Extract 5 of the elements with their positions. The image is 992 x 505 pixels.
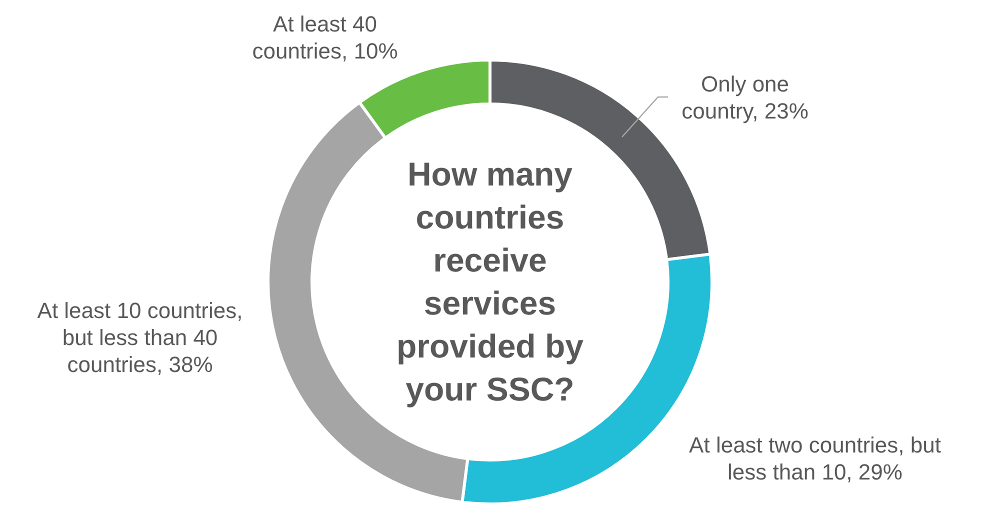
slice-label: Only one country, 23% xyxy=(682,72,808,124)
slice-label: At least 10 countries, but less than 40 countries, 38% xyxy=(37,298,243,377)
slice-label: At least 40 countries, 10% xyxy=(252,12,398,64)
slice-label: At least two countries, but less than 10, 29% xyxy=(689,432,941,484)
text: How many countries receive services provided by your SSC? xyxy=(396,156,584,408)
